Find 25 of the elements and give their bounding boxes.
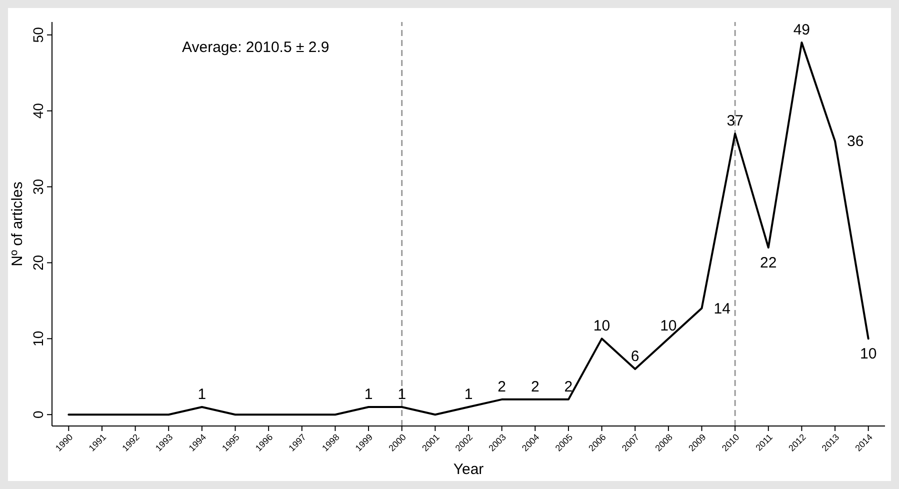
y-tick-label: 30 xyxy=(30,178,46,195)
data-label: 1 xyxy=(198,386,206,404)
y-tick-label: 0 xyxy=(30,410,46,419)
data-label: 1 xyxy=(464,386,473,404)
data-label: 37 xyxy=(726,112,744,130)
data-label: 14 xyxy=(714,300,730,318)
data-label: 22 xyxy=(760,254,777,272)
y-tick-label: 10 xyxy=(30,330,46,346)
data-label: 49 xyxy=(793,22,810,39)
data-label: 36 xyxy=(847,133,864,150)
data-label: 1 xyxy=(398,386,406,404)
y-tick-label: 20 xyxy=(30,254,46,271)
annotation: Average: 2010.5 ± 2.9 xyxy=(182,39,330,56)
data-label: 2 xyxy=(564,378,573,396)
y-tick-label: 50 xyxy=(30,26,46,43)
data-label: 10 xyxy=(860,346,877,363)
data-label: 2 xyxy=(498,378,506,396)
y-tick-label: 40 xyxy=(30,102,46,119)
data-label: 1 xyxy=(364,386,373,404)
data-label: 2 xyxy=(530,378,540,396)
y-axis-title: Nº of articles xyxy=(9,182,26,266)
data-label: 10 xyxy=(660,318,677,335)
data-label: 10 xyxy=(593,318,610,335)
x-axis-title: Year xyxy=(453,461,484,478)
data-label: 6 xyxy=(630,348,640,366)
